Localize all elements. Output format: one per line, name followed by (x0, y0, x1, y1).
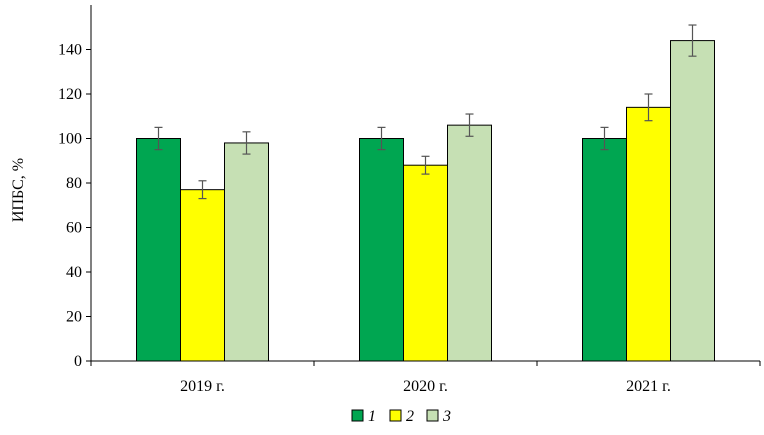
y-tick-label: 80 (66, 175, 82, 192)
bar-series-1 (359, 138, 404, 362)
bar-series-2 (626, 106, 671, 362)
legend-swatch-1 (351, 409, 364, 422)
bar-series-3 (670, 40, 715, 362)
y-tick-label: 60 (66, 220, 82, 237)
x-tick-label: 2019 г. (180, 378, 225, 395)
legend-label-1: 1 (368, 408, 376, 425)
bar-series-2 (180, 189, 225, 362)
bar-series-1 (582, 138, 627, 362)
legend: 1 2 3 (351, 408, 451, 425)
y-tick-label: 120 (58, 86, 82, 103)
y-tick-label: 20 (66, 309, 82, 326)
y-tick-label: 40 (66, 264, 82, 281)
y-tick-label: 140 (58, 42, 82, 59)
plot-area (136, 24, 715, 362)
x-tick-label: 2020 г. (403, 378, 448, 395)
legend-swatch-3 (426, 409, 439, 422)
y-axis: 0 20 40 60 80 100 120 140 (58, 5, 92, 370)
bar-series-1 (136, 138, 181, 362)
x-tick-label: 2021 г. (626, 378, 671, 395)
y-tick-label: 100 (58, 131, 82, 148)
legend-swatch-2 (389, 409, 402, 422)
bar-series-3 (447, 124, 492, 362)
y-axis-title: ИПБС, % (10, 158, 27, 222)
legend-label-2: 2 (406, 408, 414, 425)
bar-series-2 (403, 164, 448, 362)
x-axis: 2019 г. 2020 г. 2021 г. (90, 360, 761, 395)
y-tick-label: 0 (74, 353, 82, 370)
legend-label-3: 3 (442, 408, 451, 425)
bar-series-3 (224, 142, 269, 362)
